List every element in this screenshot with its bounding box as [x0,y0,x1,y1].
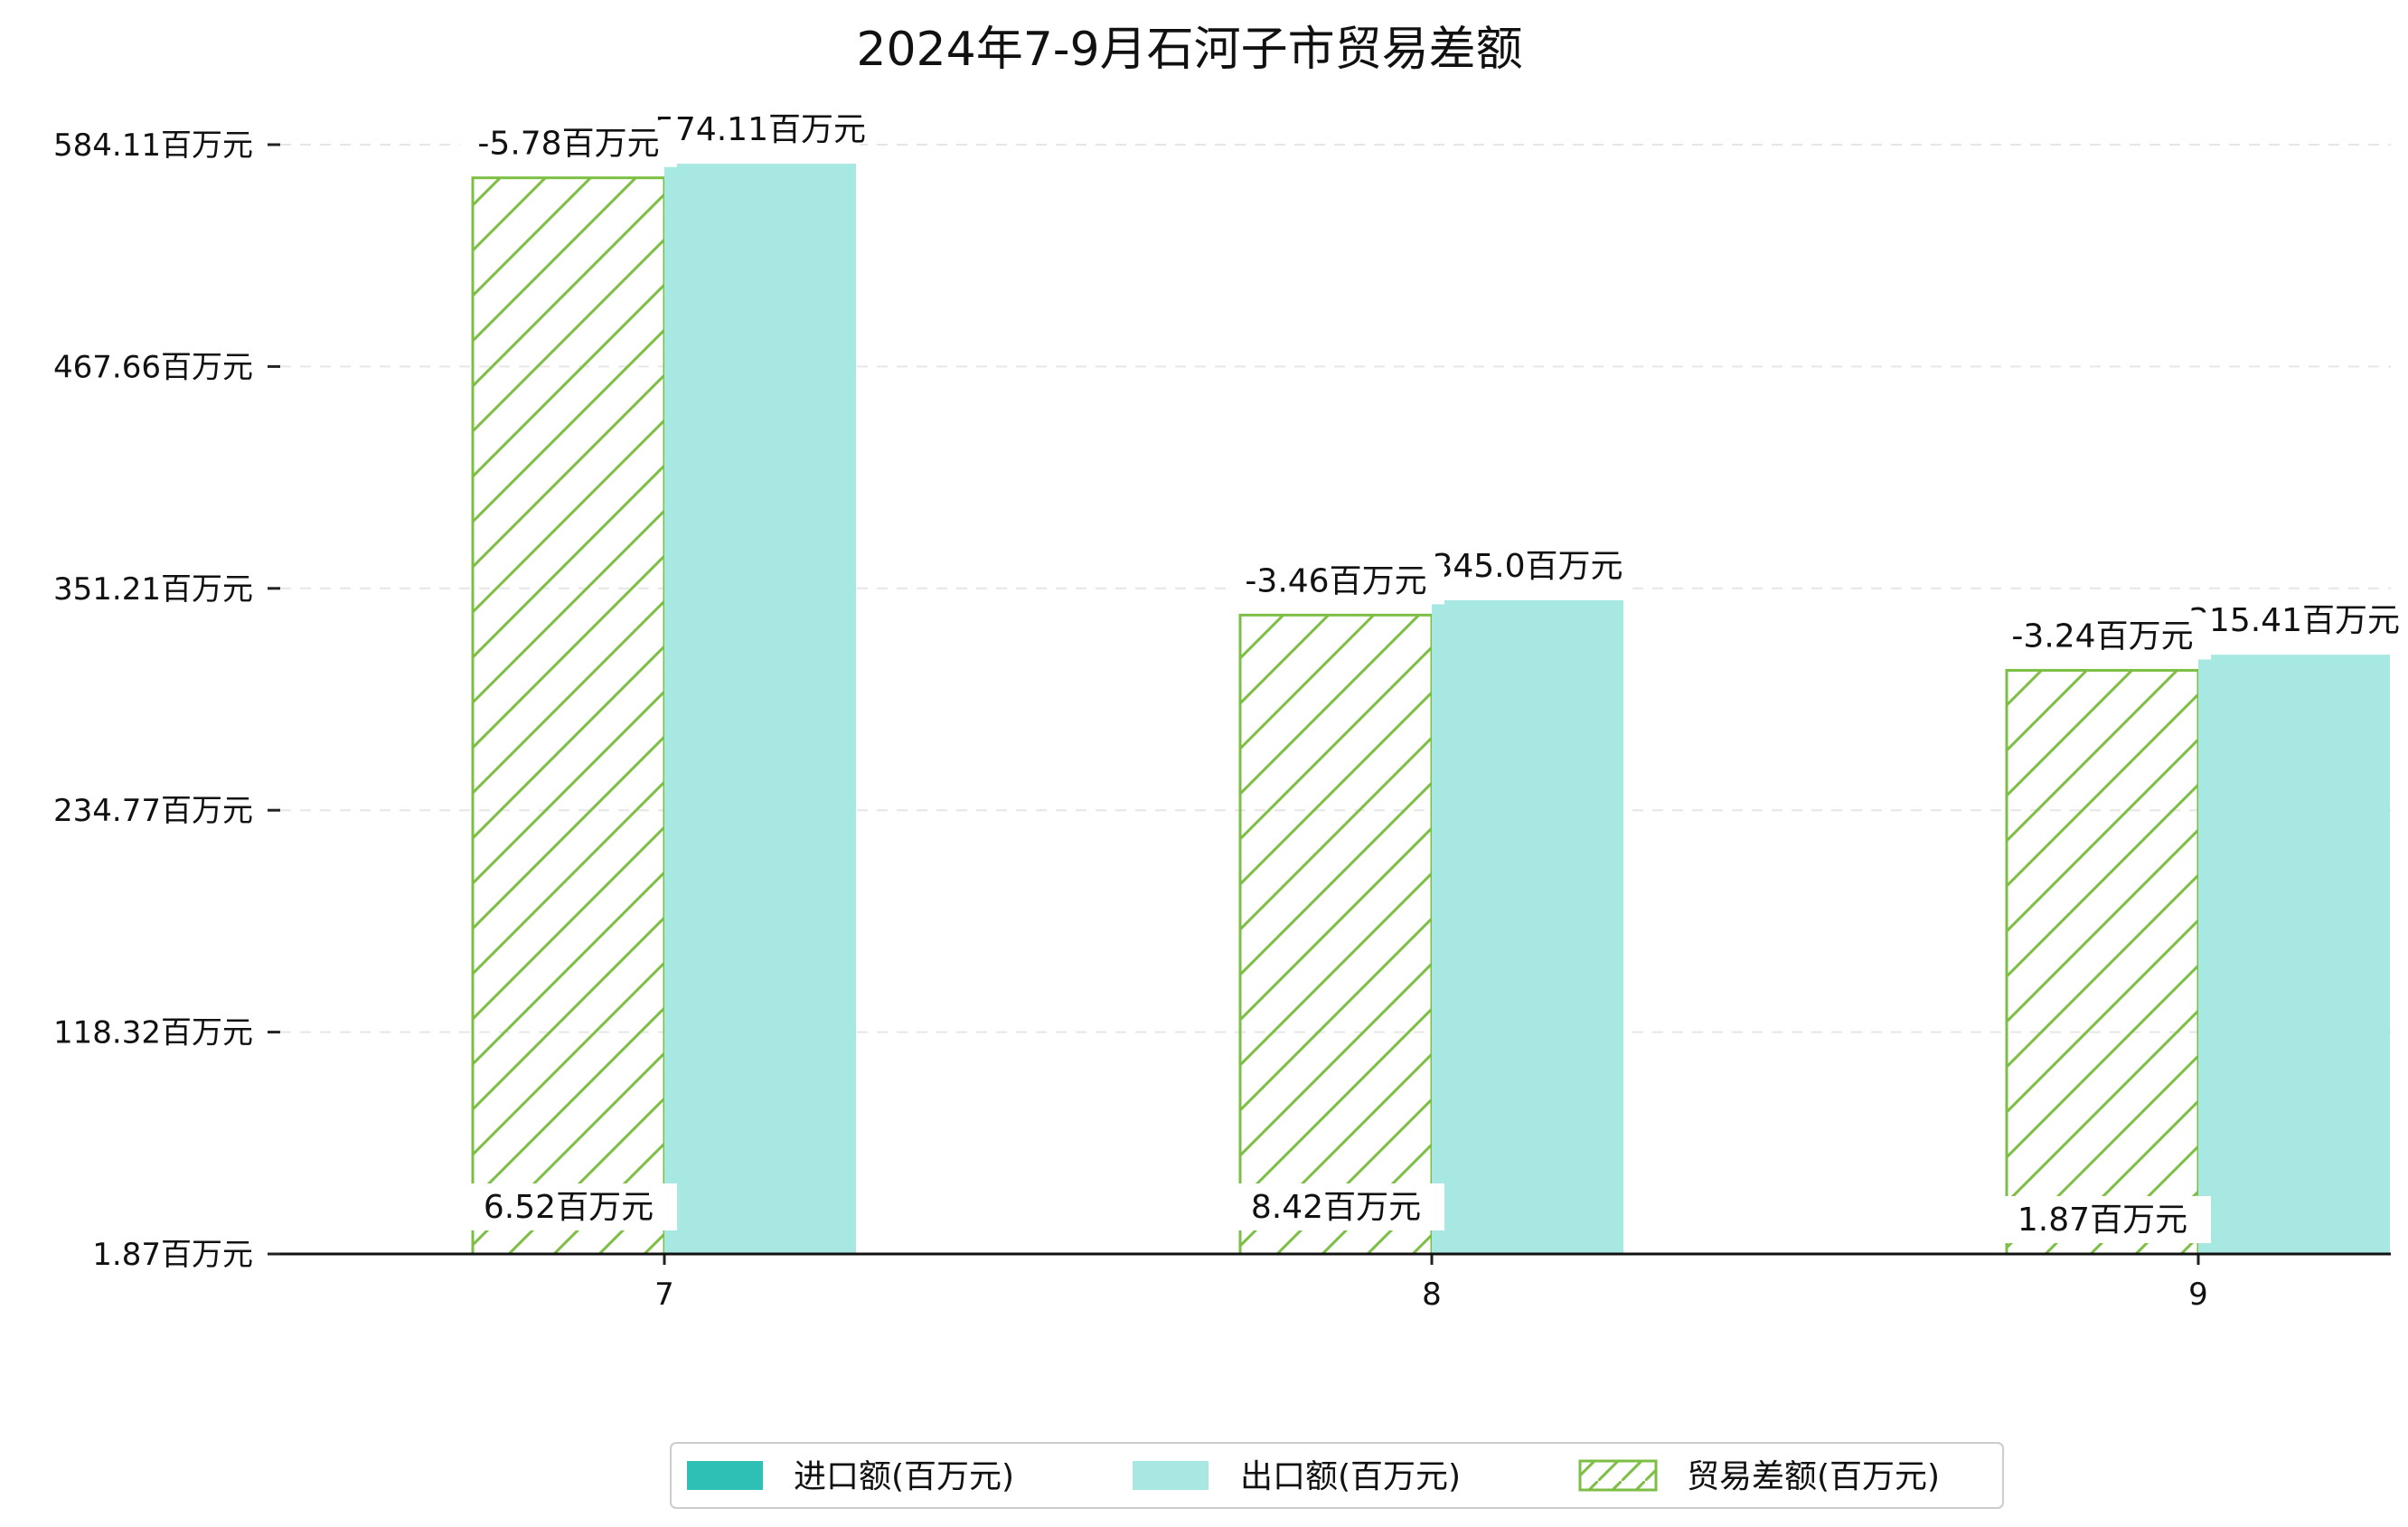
data-label-box [460,1183,677,1230]
chart-title: 2024年7-9月石河子市贸易差额 [856,23,1522,77]
y-tick-label: 351.21百万元 [53,571,253,608]
data-label: 6.52百万元 [484,1189,654,1226]
data-label-box [1228,557,1444,605]
data-label-box [661,106,860,154]
data-label: 345.0百万元 [1432,548,1623,585]
bars [471,164,2390,1256]
x-tick-label: 9 [2188,1277,2208,1313]
bar-export [2198,655,2390,1254]
legend-swatch [1578,1459,1658,1492]
data-label: 574.11百万元 [654,111,866,148]
data-label-box [1994,612,2211,660]
data-label: 315.41百万元 [2188,602,2400,639]
data-label: -3.46百万元 [1245,562,1426,599]
data-labels: 574.11百万元-5.78百万元 6.52百万元 345.0百万元-3.46百万元… [460,106,2400,1243]
legend-label: 进口额(百万元) [794,1458,1014,1495]
y-axis: 1.87百万元 118.32百万元 234.77百万元 351.21百万元 467.66… [53,127,280,1273]
y-tick-label: 1.87百万元 [92,1237,253,1273]
bar-export [1432,599,1623,1254]
y-tick-label: 118.32百万元 [53,1015,253,1051]
data-label: 8.42百万元 [1251,1189,1421,1226]
data-label-box [1994,1196,2211,1243]
data-label-box [2195,597,2394,645]
x-tick-label: 7 [654,1277,674,1313]
legend[interactable]: 进口额(百万元) 出口额(百万元) 贸易差额(百万元) [670,1442,2004,1509]
data-label: -5.78百万元 [477,126,659,163]
legend-swatch [1133,1461,1209,1490]
legend-label: 出口额(百万元) [1240,1458,1461,1495]
bar-trade-balance [1238,613,1434,1256]
bar-export [664,164,856,1255]
legend-box [670,1442,2004,1509]
x-axis: 7 8 9 [280,1252,2391,1313]
data-label-box [1428,542,1627,589]
y-tick-label: 584.11百万元 [53,127,253,164]
bar-trade-balance [471,176,666,1256]
data-label-box [460,119,677,167]
y-tick-label: 467.66百万元 [53,349,253,385]
bar-trade-balance [2005,668,2200,1256]
legend-label: 贸易差额(百万元) [1687,1458,1940,1495]
data-label: 1.87百万元 [2018,1202,2187,1239]
y-tick-label: 234.77百万元 [53,793,253,829]
legend-swatch [687,1461,763,1490]
x-tick-label: 8 [1422,1277,1442,1313]
data-label-box [1228,1183,1444,1230]
data-label: -3.24百万元 [2011,617,2193,655]
